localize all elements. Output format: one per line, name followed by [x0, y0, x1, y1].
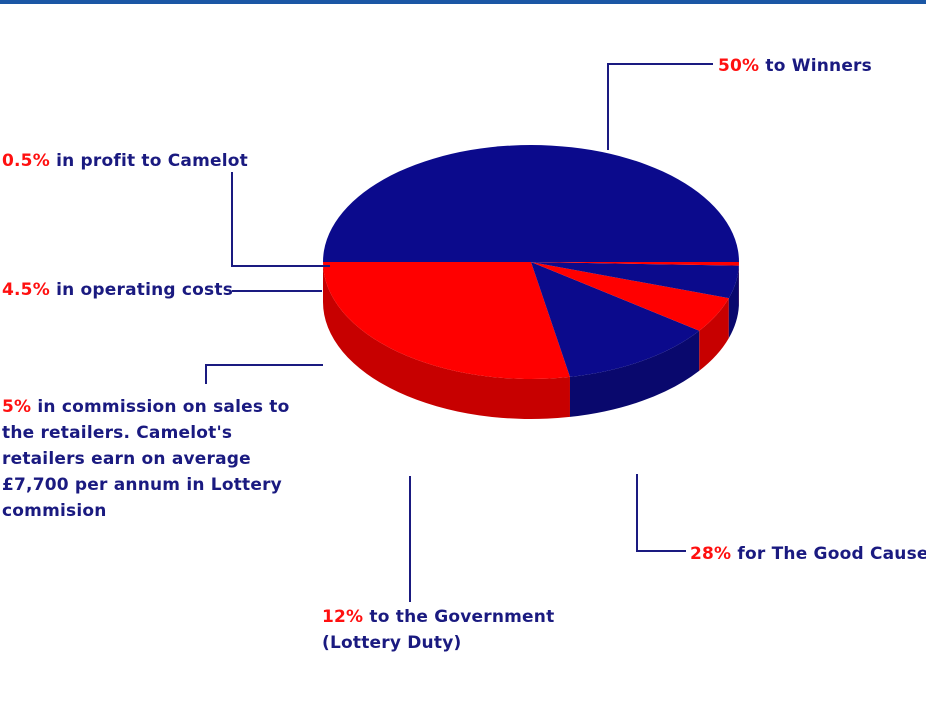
label-government-line2: (Lottery Duty) — [322, 633, 462, 653]
label-commission-text: in commission on sales to — [31, 397, 290, 417]
label-government-percent: 12% — [322, 607, 364, 627]
pie-slice-1 — [323, 262, 570, 380]
label-operating-percent: 4.5% — [2, 280, 50, 300]
label-good-causes: 28% for The Good Causes — [690, 541, 926, 567]
pie-slice-4 — [531, 262, 739, 299]
label-government: 12% to the Government (Lottery Duty) — [322, 604, 582, 656]
leader-profit — [231, 172, 330, 267]
label-commission-line4: £7,700 per annum in Lottery — [2, 475, 282, 495]
leader-commission — [205, 364, 323, 384]
leader-winners — [607, 63, 713, 150]
label-winners-percent: 50% — [718, 56, 760, 76]
label-commission-line5: commision — [2, 501, 107, 521]
pie-slice-3 — [531, 262, 729, 331]
top-bar — [0, 0, 926, 4]
label-commission-percent: 5% — [2, 397, 32, 417]
label-commission-line2: the retailers. Camelot's — [2, 423, 233, 443]
pie-side-4 — [728, 265, 739, 339]
label-good-causes-text: for The Good Causes — [731, 544, 926, 564]
pie-slice-0 — [323, 145, 739, 262]
label-commission: 5% in commission on sales to the retaile… — [2, 394, 302, 524]
label-government-text: to the Government — [363, 607, 555, 627]
label-winners-text: to Winners — [759, 56, 872, 76]
label-profit-text: in profit to Camelot — [49, 151, 248, 171]
label-winners: 50% to Winners — [718, 53, 872, 79]
leader-lines — [205, 63, 713, 602]
pie-side-3 — [699, 298, 729, 371]
leader-good-causes — [636, 474, 686, 552]
pie-side-2 — [569, 330, 700, 417]
label-operating: 4.5% in operating costs — [2, 277, 233, 303]
label-commission-line3: retailers earn on average — [2, 449, 251, 469]
label-profit-percent: 0.5% — [2, 151, 50, 171]
label-good-causes-percent: 28% — [690, 544, 732, 564]
pie-tops — [323, 145, 739, 380]
label-profit: 0.5% in profit to Camelot — [2, 148, 248, 174]
label-operating-text: in operating costs — [49, 280, 234, 300]
pie-sides — [323, 262, 739, 419]
pie-side-1 — [323, 262, 570, 419]
pie-slice-2 — [531, 262, 700, 377]
pie-slice-5 — [531, 262, 739, 266]
